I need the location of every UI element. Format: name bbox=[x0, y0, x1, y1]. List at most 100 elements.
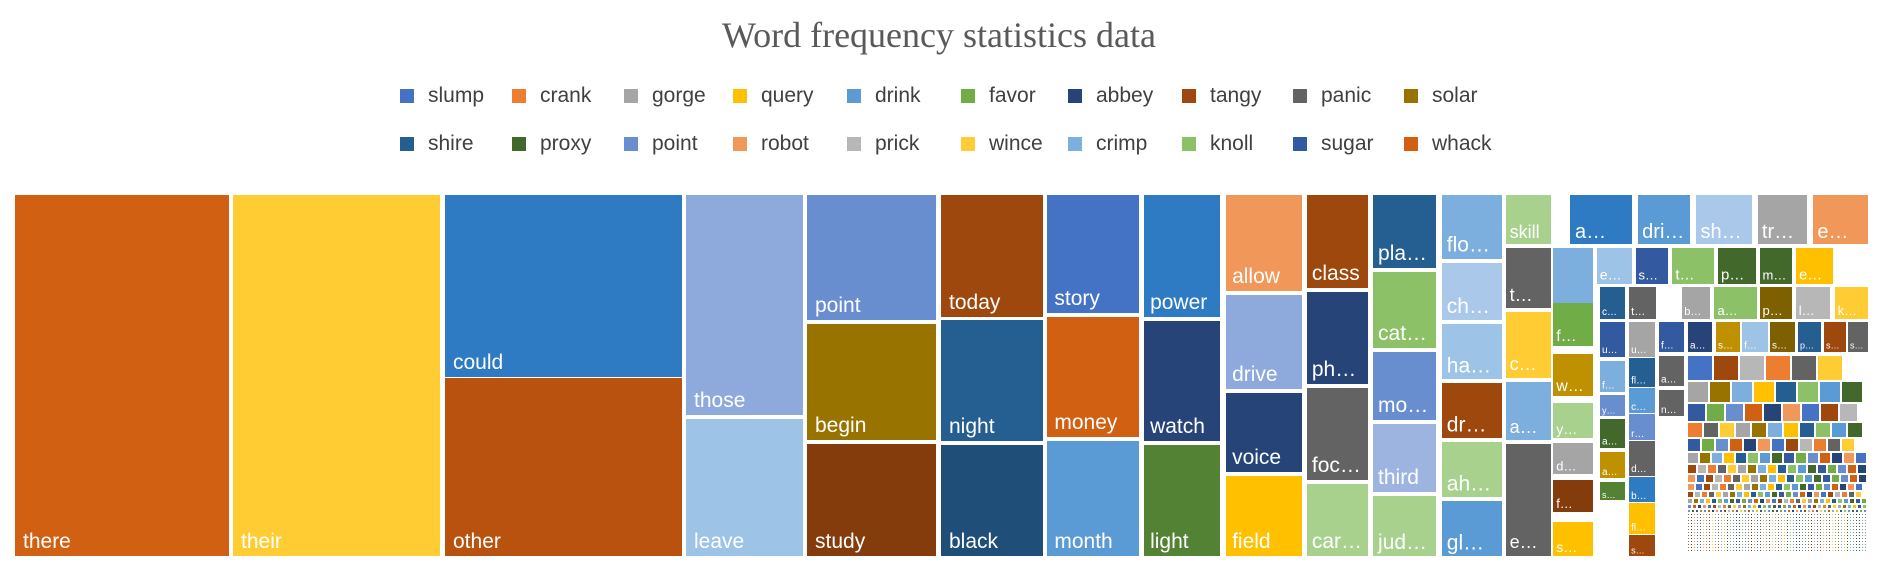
treemap-cell bbox=[1442, 442, 1502, 497]
tail-cell bbox=[1852, 510, 1854, 512]
treemap-cell-label: y… bbox=[1556, 421, 1577, 437]
tail-cell bbox=[1784, 541, 1785, 542]
treemap-cell bbox=[1760, 248, 1792, 284]
tail-cell bbox=[1811, 544, 1812, 545]
tail-cell bbox=[1812, 510, 1814, 512]
legend-item-sugar: sugar bbox=[1293, 132, 1374, 156]
tail-cell bbox=[1712, 535, 1713, 536]
tail-cell bbox=[1742, 520, 1743, 521]
tail-cell bbox=[1817, 535, 1818, 536]
tail-cell bbox=[1808, 484, 1814, 490]
tail-cell bbox=[1808, 532, 1809, 533]
tail-cell bbox=[1700, 514, 1701, 515]
tail-cell bbox=[1853, 526, 1854, 527]
tail-cell bbox=[1736, 510, 1738, 512]
tail-cell bbox=[1850, 529, 1851, 530]
tail-cell bbox=[1823, 523, 1824, 524]
tail-cell bbox=[1820, 382, 1840, 402]
tail-cell bbox=[1823, 475, 1830, 482]
treemap-cell bbox=[1682, 287, 1710, 319]
tail-cell bbox=[1859, 550, 1860, 551]
treemap-cell bbox=[1835, 287, 1868, 319]
tail-cell bbox=[1730, 550, 1731, 551]
tail-cell bbox=[1745, 523, 1746, 524]
tail-cell bbox=[1757, 550, 1758, 551]
tail-cell bbox=[1775, 547, 1776, 548]
tail-cell bbox=[1760, 484, 1766, 490]
treemap-cell bbox=[1553, 522, 1593, 556]
tail-cell bbox=[1856, 544, 1857, 545]
tail-cell bbox=[1847, 532, 1848, 533]
tail-cell bbox=[1739, 532, 1740, 533]
tail-cell bbox=[1847, 547, 1848, 548]
tail-cell bbox=[1820, 532, 1821, 533]
tail-cell bbox=[1763, 514, 1764, 515]
tail-cell bbox=[1817, 538, 1818, 539]
legend-item-slump: slump bbox=[400, 84, 484, 108]
tail-cell bbox=[1745, 547, 1746, 548]
tail-cell bbox=[1784, 535, 1785, 536]
tail-cell bbox=[1829, 514, 1830, 515]
treemap-cell-label: field bbox=[1232, 530, 1271, 553]
tail-cell bbox=[1829, 541, 1830, 542]
tail-cell bbox=[1768, 423, 1782, 437]
treemap-cell-label: jud… bbox=[1377, 531, 1427, 554]
tail-cell bbox=[1704, 484, 1710, 490]
treemap-cell-label: f… bbox=[1556, 496, 1573, 511]
tail-cell bbox=[1805, 523, 1806, 524]
tail-cell bbox=[1802, 514, 1803, 515]
tail-cell bbox=[1766, 535, 1767, 536]
tail-cell bbox=[1865, 535, 1866, 536]
legend-item-shire: shire bbox=[400, 132, 474, 156]
tail-cell bbox=[1802, 538, 1803, 539]
treemap-cell bbox=[1373, 424, 1436, 492]
tail-cell bbox=[1757, 529, 1758, 530]
tail-cell bbox=[1808, 520, 1809, 521]
tail-cell bbox=[1742, 550, 1743, 551]
tail-cell bbox=[1860, 510, 1862, 512]
tail-cell bbox=[1694, 520, 1695, 521]
legend-item-panic: panic bbox=[1293, 84, 1371, 108]
treemap-cell bbox=[1506, 382, 1551, 440]
legend-label: proxy bbox=[540, 132, 592, 155]
tail-cell bbox=[1736, 526, 1737, 527]
tail-cell bbox=[1784, 423, 1798, 437]
tail-cell bbox=[1787, 547, 1788, 548]
tail-cell bbox=[1796, 550, 1797, 551]
tail-cell bbox=[1800, 510, 1802, 512]
tail-cell bbox=[1838, 523, 1839, 524]
tail-cell bbox=[1784, 529, 1785, 530]
tail-cell bbox=[1793, 532, 1794, 533]
tail-cell bbox=[1793, 550, 1794, 551]
tail-cell bbox=[1814, 517, 1815, 518]
tail-cell bbox=[1844, 550, 1845, 551]
tail-cell bbox=[1748, 544, 1749, 545]
tail-cell bbox=[1769, 520, 1770, 521]
tail-cell bbox=[1796, 523, 1797, 524]
tail-cell bbox=[1720, 510, 1722, 512]
tail-cell bbox=[1772, 547, 1773, 548]
tail-cell bbox=[1691, 541, 1692, 542]
tail-cell bbox=[1862, 520, 1863, 521]
tail-cell bbox=[1739, 535, 1740, 536]
treemap-cell-label: a… bbox=[1575, 221, 1606, 243]
tail-cell bbox=[1736, 520, 1737, 521]
tail-cell bbox=[1838, 535, 1839, 536]
tail-cell bbox=[1841, 517, 1842, 518]
tail-cell bbox=[1787, 475, 1794, 482]
tail-cell bbox=[1807, 492, 1812, 497]
tail-cell bbox=[1859, 517, 1860, 518]
tail-cell bbox=[1820, 526, 1821, 527]
tail-cell bbox=[1754, 526, 1755, 527]
tail-cell bbox=[1709, 538, 1710, 539]
tail-cell bbox=[1754, 517, 1755, 518]
tail-cell bbox=[1721, 520, 1722, 521]
legend-item-abbey: abbey bbox=[1068, 84, 1153, 108]
tail-cell bbox=[1721, 544, 1722, 545]
tail-cell bbox=[1745, 514, 1746, 515]
tail-cell bbox=[1757, 532, 1758, 533]
tail-cell bbox=[1796, 499, 1800, 503]
tail-cell bbox=[1859, 523, 1860, 524]
tail-cell bbox=[1769, 532, 1770, 533]
tail-cell bbox=[1840, 404, 1857, 421]
